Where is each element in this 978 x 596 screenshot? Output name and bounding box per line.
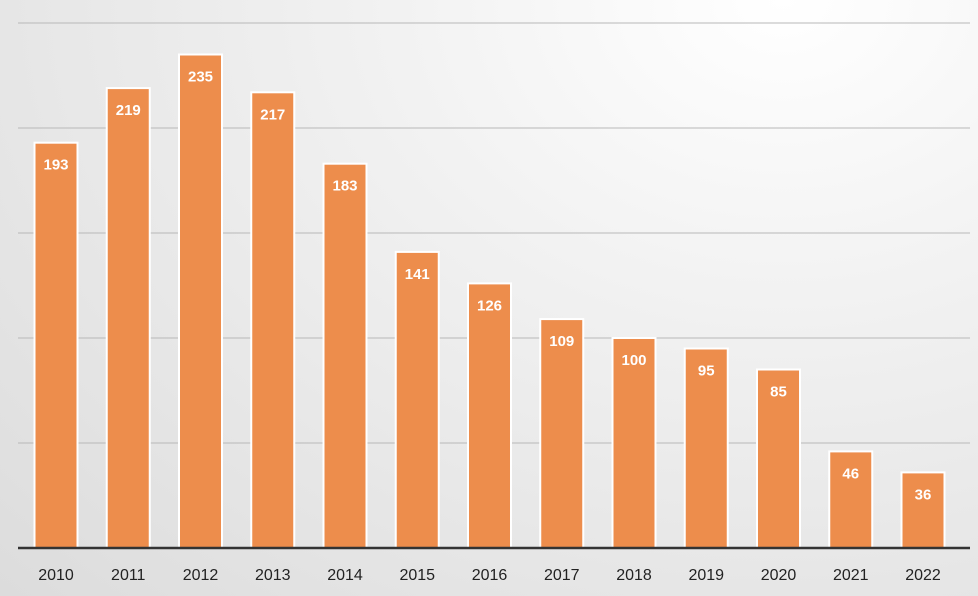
data-label: 95 [698,363,715,380]
bar-2018 [611,337,657,549]
bar-2016 [467,282,512,549]
x-tick-labels: 2010 2011 2012 2013 2014 2015 2016 2017 2018 2019… [38,567,941,584]
data-labels: 193 219 235 217 183 141 126 109 100 95 85 46 36 [43,69,931,504]
data-label: 85 [770,384,787,401]
bar-2013 [250,91,296,550]
bar-2019 [683,347,729,549]
bar-2015 [394,250,440,549]
x-tick-label: 2013 [255,567,291,584]
x-tick-label: 2012 [183,567,219,584]
bar-2021 [828,450,874,549]
x-tick-label: 2019 [688,567,724,584]
data-label: 126 [477,297,502,314]
data-label: 219 [116,102,141,119]
x-tick-label: 2022 [905,567,941,584]
data-label: 100 [621,352,646,369]
data-label: 109 [549,333,574,350]
gridlines [18,22,970,444]
bars [33,53,946,550]
data-label: 193 [43,157,68,174]
x-tick-label: 2011 [111,567,146,584]
bar-2020 [756,368,801,549]
x-tick-label: 2010 [38,567,74,584]
bar-2011 [105,87,151,549]
x-tick-label: 2014 [327,567,363,584]
data-label: 36 [915,486,932,503]
x-tick-label: 2016 [472,567,508,584]
bar-2012 [178,53,223,549]
bar-2014 [322,162,368,549]
data-label: 46 [842,465,859,482]
bar-2017 [539,318,585,549]
x-tick-label: 2020 [761,567,797,584]
data-label: 217 [260,106,285,123]
data-label: 183 [332,178,357,195]
data-label: 141 [405,266,430,283]
x-tick-label: 2021 [833,567,869,584]
x-tick-label: 2018 [616,567,652,584]
bar-2022 [900,471,946,549]
bar-2010 [33,141,79,549]
x-tick-label: 2015 [399,567,435,584]
x-tick-label: 2017 [544,567,580,584]
data-label: 235 [188,69,213,86]
